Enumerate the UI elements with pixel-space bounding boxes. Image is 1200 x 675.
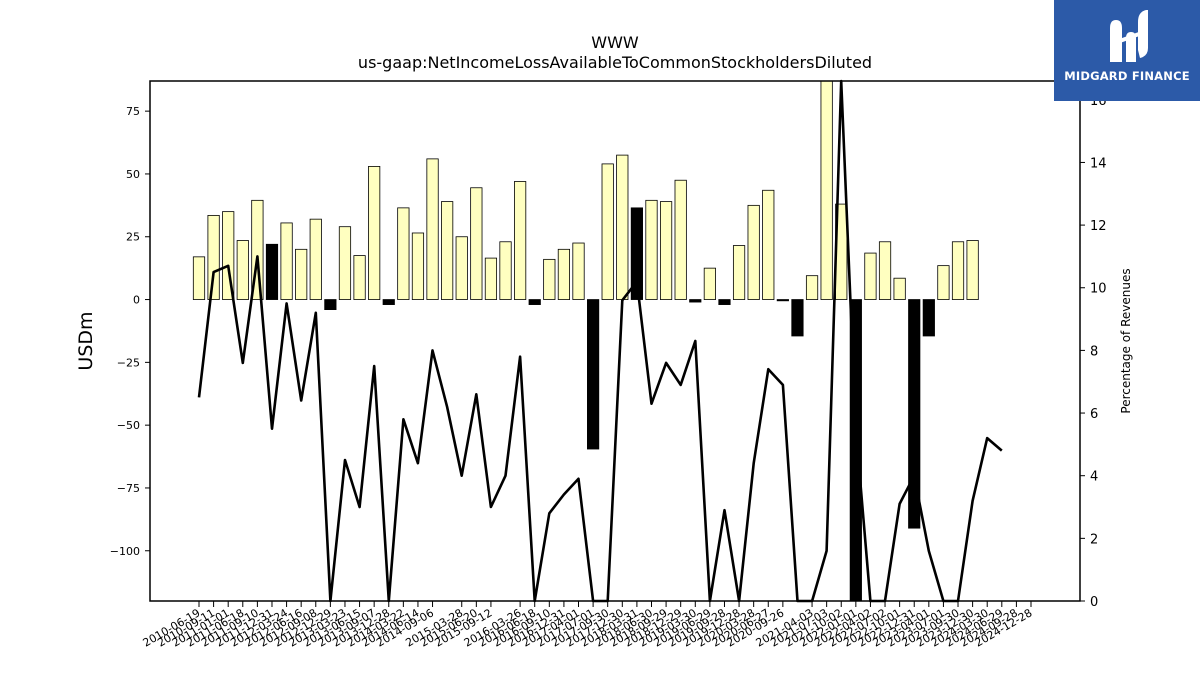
bar bbox=[572, 242, 585, 300]
bar bbox=[222, 211, 235, 300]
bar bbox=[893, 277, 906, 300]
bar bbox=[762, 189, 775, 300]
bar bbox=[864, 252, 877, 300]
bar bbox=[484, 257, 498, 300]
bar bbox=[441, 201, 454, 300]
bar bbox=[499, 241, 512, 300]
bar bbox=[732, 245, 746, 300]
y-axis-label-right: Percentage of Revenues bbox=[1119, 268, 1133, 413]
bar bbox=[514, 181, 527, 300]
bar bbox=[543, 258, 556, 300]
bar bbox=[820, 80, 833, 300]
bar bbox=[951, 241, 965, 300]
bar bbox=[353, 255, 366, 300]
bar bbox=[192, 256, 206, 300]
logo-text: MIDGARD FINANCE bbox=[1064, 69, 1190, 83]
bar bbox=[878, 241, 892, 300]
bar bbox=[659, 201, 673, 300]
bar bbox=[557, 248, 571, 300]
bar bbox=[368, 166, 381, 300]
y-right-tick-label: 0 bbox=[1090, 595, 1098, 610]
chart-subtitle: us-gaap:NetIncomeLossAvailableToCommonSt… bbox=[357, 53, 873, 72]
bar bbox=[295, 248, 308, 300]
bar bbox=[776, 299, 789, 302]
bar bbox=[338, 226, 352, 300]
bar bbox=[791, 299, 804, 337]
y-right-tick-label: 4 bbox=[1090, 470, 1098, 485]
bar bbox=[689, 299, 702, 303]
y-tick-label: 75 bbox=[126, 105, 140, 118]
y-tick-label: 50 bbox=[126, 168, 140, 181]
bar bbox=[703, 267, 716, 300]
plot-frame bbox=[149, 80, 1081, 602]
bar bbox=[528, 299, 541, 305]
bar bbox=[309, 218, 322, 300]
bar bbox=[265, 243, 279, 300]
chart-title: WWW bbox=[591, 33, 639, 52]
y-tick-label: −100 bbox=[110, 545, 140, 558]
series-line bbox=[197, 79, 1003, 603]
y-tick-label: −25 bbox=[117, 356, 140, 369]
bar bbox=[455, 236, 468, 300]
bar bbox=[966, 240, 979, 300]
bar bbox=[470, 187, 483, 300]
bar bbox=[236, 240, 249, 300]
y-right-tick-label: 14 bbox=[1090, 156, 1107, 171]
bar bbox=[397, 207, 410, 300]
bar bbox=[908, 299, 921, 529]
bar bbox=[645, 199, 658, 300]
bar bbox=[426, 158, 439, 300]
bar bbox=[587, 299, 600, 450]
bar bbox=[207, 214, 220, 300]
bar bbox=[805, 275, 819, 300]
bar bbox=[382, 299, 395, 305]
y-right-tick-label: 8 bbox=[1090, 344, 1098, 359]
brand-logo: MIDGARD FINANCE bbox=[1054, 0, 1200, 101]
y-right-tick-label: 10 bbox=[1090, 282, 1107, 297]
bar bbox=[747, 204, 760, 300]
y-tick-label: 25 bbox=[126, 231, 140, 244]
bar bbox=[937, 265, 950, 300]
bar bbox=[630, 207, 643, 300]
y-right-tick-label: 6 bbox=[1090, 407, 1098, 422]
logo-mark-icon bbox=[1110, 10, 1148, 62]
y-axis-label-left: USDm bbox=[75, 311, 97, 370]
y-tick-label: 0 bbox=[133, 294, 140, 307]
bar bbox=[601, 163, 614, 300]
bar bbox=[324, 299, 337, 310]
bar bbox=[411, 232, 425, 300]
y-right-tick-label: 12 bbox=[1090, 219, 1107, 234]
y-tick-label: −50 bbox=[117, 419, 140, 432]
y-right-tick-label: 2 bbox=[1090, 532, 1098, 547]
bar bbox=[251, 199, 264, 300]
y-tick-label: −75 bbox=[117, 482, 140, 495]
bar bbox=[674, 179, 687, 300]
bar bbox=[616, 154, 629, 300]
bar bbox=[718, 299, 731, 305]
bar bbox=[280, 222, 293, 300]
bar bbox=[922, 299, 935, 337]
